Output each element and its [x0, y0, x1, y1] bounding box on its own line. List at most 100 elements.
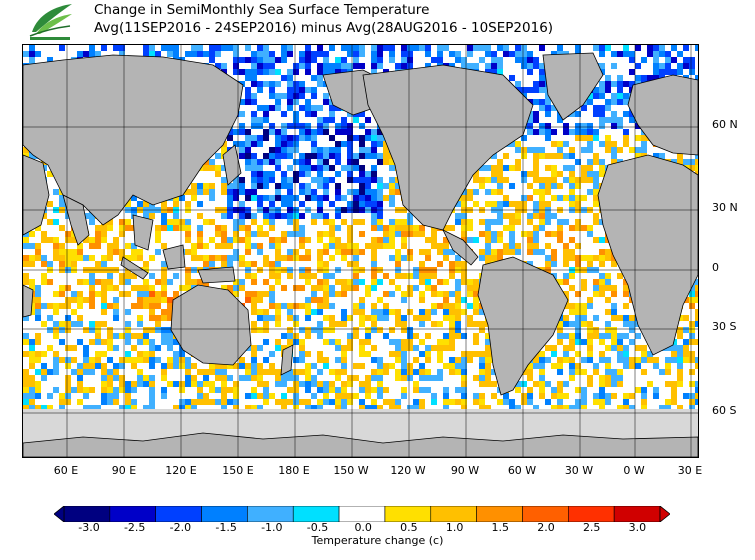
anomaly-cell: [689, 333, 695, 339]
anomaly-cell: [59, 327, 65, 333]
anomaly-cell: [161, 387, 167, 393]
anomaly-cell: [71, 345, 77, 351]
anomaly-cell: [203, 189, 209, 195]
anomaly-cell: [629, 117, 635, 123]
anomaly-cell: [311, 105, 317, 111]
anomaly-cell: [287, 177, 293, 183]
anomaly-cell: [527, 87, 533, 93]
anomaly-cell: [131, 357, 137, 363]
anomaly-cell: [149, 213, 155, 219]
anomaly-cell: [275, 255, 281, 261]
anomaly-cell: [611, 315, 617, 321]
anomaly-cell: [299, 399, 305, 405]
anomaly-cell: [419, 363, 425, 369]
anomaly-cell: [131, 195, 137, 201]
anomaly-cell: [557, 183, 563, 189]
anomaly-cell: [371, 249, 377, 255]
anomaly-cell: [323, 177, 329, 183]
anomaly-cell: [377, 57, 383, 63]
anomaly-cell: [353, 279, 359, 285]
anomaly-cell: [173, 339, 179, 345]
anomaly-cell: [335, 243, 341, 249]
anomaly-cell: [467, 219, 473, 225]
anomaly-cell: [317, 147, 323, 153]
anomaly-cell: [599, 105, 605, 111]
anomaly-cell: [401, 315, 407, 321]
anomaly-cell: [389, 327, 395, 333]
anomaly-cell: [41, 405, 47, 411]
anomaly-cell: [233, 69, 239, 75]
anomaly-cell: [371, 195, 377, 201]
anomaly-cell: [23, 393, 29, 399]
anomaly-cell: [359, 51, 365, 57]
anomaly-cell: [317, 279, 323, 285]
anomaly-cell: [581, 135, 587, 141]
anomaly-cell: [635, 45, 641, 51]
anomaly-cell: [41, 321, 47, 327]
anomaly-cell: [59, 243, 65, 249]
anomaly-cell: [683, 315, 689, 321]
anomaly-cell: [275, 213, 281, 219]
anomaly-cell: [335, 105, 341, 111]
anomaly-cell: [353, 303, 359, 309]
anomaly-cell: [269, 147, 275, 153]
anomaly-cell: [599, 273, 605, 279]
anomaly-cell: [581, 357, 587, 363]
anomaly-cell: [533, 153, 539, 159]
anomaly-cell: [515, 213, 521, 219]
anomaly-cell: [251, 213, 257, 219]
anomaly-cell: [35, 357, 41, 363]
anomaly-cell: [149, 255, 155, 261]
anomaly-cell: [677, 369, 683, 375]
anomaly-cell: [587, 93, 593, 99]
anomaly-cell: [203, 243, 209, 249]
anomaly-cell: [263, 57, 269, 63]
anomaly-cell: [587, 321, 593, 327]
anomaly-cell: [29, 279, 35, 285]
anomaly-cell: [617, 117, 623, 123]
anomaly-cell: [323, 231, 329, 237]
anomaly-cell: [413, 399, 419, 405]
anomaly-cell: [485, 69, 491, 75]
anomaly-cell: [695, 393, 698, 399]
anomaly-cell: [575, 291, 581, 297]
anomaly-cell: [629, 321, 635, 327]
anomaly-cell: [215, 231, 221, 237]
anomaly-cell: [377, 363, 383, 369]
anomaly-cell: [395, 189, 401, 195]
anomaly-cell: [575, 363, 581, 369]
anomaly-cell: [461, 309, 467, 315]
anomaly-cell: [185, 279, 191, 285]
anomaly-cell: [239, 261, 245, 267]
anomaly-cell: [65, 255, 71, 261]
anomaly-cell: [527, 387, 533, 393]
anomaly-cell: [689, 351, 695, 357]
anomaly-cell: [389, 255, 395, 261]
anomaly-cell: [203, 375, 209, 381]
anomaly-cell: [425, 237, 431, 243]
anomaly-cell: [311, 135, 317, 141]
anomaly-cell: [449, 363, 455, 369]
anomaly-cell: [563, 141, 569, 147]
anomaly-cell: [485, 351, 491, 357]
anomaly-cell: [173, 351, 179, 357]
anomaly-cell: [371, 165, 377, 171]
anomaly-cell: [563, 315, 569, 321]
anomaly-cell: [269, 291, 275, 297]
anomaly-cell: [527, 249, 533, 255]
anomaly-cell: [149, 309, 155, 315]
anomaly-cell: [521, 63, 527, 69]
anomaly-cell: [503, 243, 509, 249]
anomaly-cell: [497, 231, 503, 237]
anomaly-cell: [605, 381, 611, 387]
anomaly-cell: [425, 315, 431, 321]
anomaly-cell: [293, 219, 299, 225]
anomaly-cell: [683, 393, 689, 399]
colorbar-cell: [476, 506, 523, 522]
anomaly-cell: [131, 303, 137, 309]
anomaly-cell: [371, 219, 377, 225]
anomaly-cell: [593, 93, 599, 99]
anomaly-cell: [251, 327, 257, 333]
anomaly-cell: [125, 279, 131, 285]
anomaly-cell: [347, 123, 353, 129]
